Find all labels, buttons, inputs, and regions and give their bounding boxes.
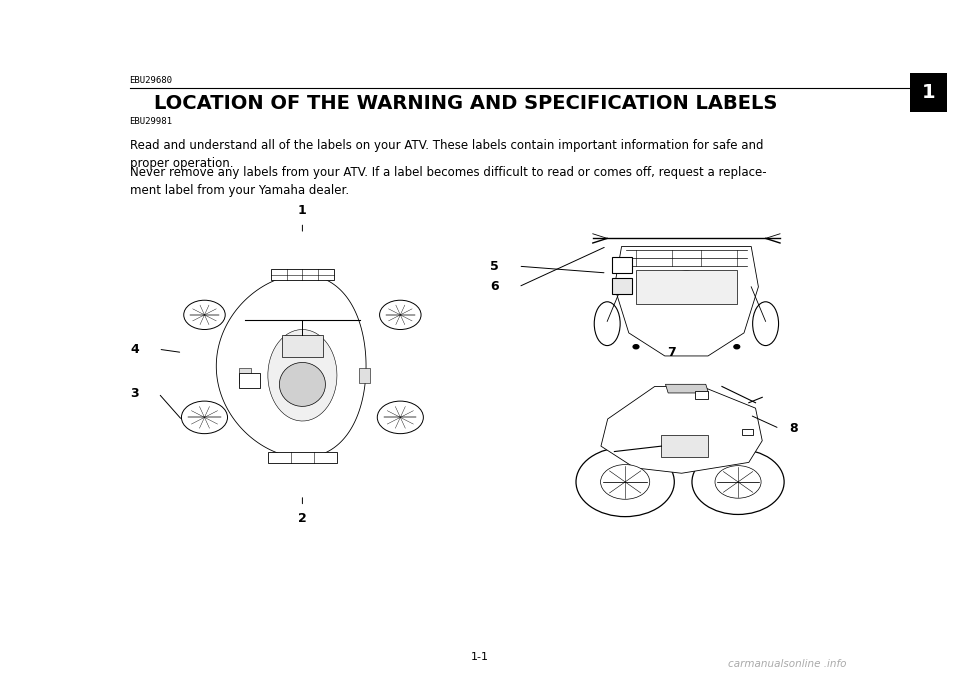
- Bar: [359, 368, 371, 382]
- Polygon shape: [279, 363, 325, 406]
- Text: EBU29981: EBU29981: [130, 117, 173, 125]
- Text: EBU29680: EBU29680: [130, 76, 173, 85]
- Bar: [612, 257, 632, 273]
- Polygon shape: [216, 275, 366, 458]
- Text: LOCATION OF THE WARNING AND SPECIFICATION LABELS: LOCATION OF THE WARNING AND SPECIFICATIO…: [154, 94, 777, 113]
- Text: 6: 6: [491, 281, 498, 294]
- Polygon shape: [601, 386, 762, 473]
- Polygon shape: [636, 269, 737, 304]
- Polygon shape: [661, 435, 708, 457]
- Polygon shape: [665, 384, 708, 393]
- Text: 1-1: 1-1: [471, 652, 489, 662]
- Polygon shape: [268, 330, 337, 421]
- Circle shape: [377, 401, 423, 434]
- Text: Never remove any labels from your ATV. If a label becomes difficult to read or c: Never remove any labels from your ATV. I…: [130, 166, 766, 197]
- Circle shape: [379, 300, 421, 330]
- Bar: [239, 374, 260, 388]
- Text: carmanualsonline .info: carmanualsonline .info: [728, 659, 847, 669]
- Circle shape: [183, 300, 226, 330]
- Text: 1: 1: [922, 83, 935, 102]
- Bar: [742, 428, 753, 435]
- Text: 5: 5: [490, 260, 499, 273]
- Text: 8: 8: [790, 422, 798, 435]
- Circle shape: [672, 271, 701, 292]
- Bar: [910, 73, 947, 112]
- Bar: [239, 368, 251, 382]
- Polygon shape: [614, 246, 758, 356]
- Ellipse shape: [753, 302, 779, 346]
- Bar: [271, 269, 334, 280]
- Text: Read and understand all of the labels on your ATV. These labels contain importan: Read and understand all of the labels on…: [130, 139, 763, 170]
- Bar: [282, 335, 323, 357]
- Bar: [695, 391, 708, 399]
- Ellipse shape: [594, 302, 620, 346]
- Text: 2: 2: [298, 512, 307, 525]
- Text: 7: 7: [667, 346, 677, 359]
- Circle shape: [634, 344, 639, 348]
- Bar: [612, 277, 632, 294]
- Circle shape: [692, 450, 784, 515]
- Circle shape: [576, 447, 674, 517]
- Circle shape: [181, 401, 228, 434]
- Text: 3: 3: [131, 386, 138, 400]
- Text: 4: 4: [130, 342, 139, 356]
- Circle shape: [715, 466, 761, 498]
- Circle shape: [733, 344, 739, 348]
- Circle shape: [601, 464, 650, 499]
- Text: 1: 1: [298, 203, 307, 217]
- Bar: [268, 452, 337, 463]
